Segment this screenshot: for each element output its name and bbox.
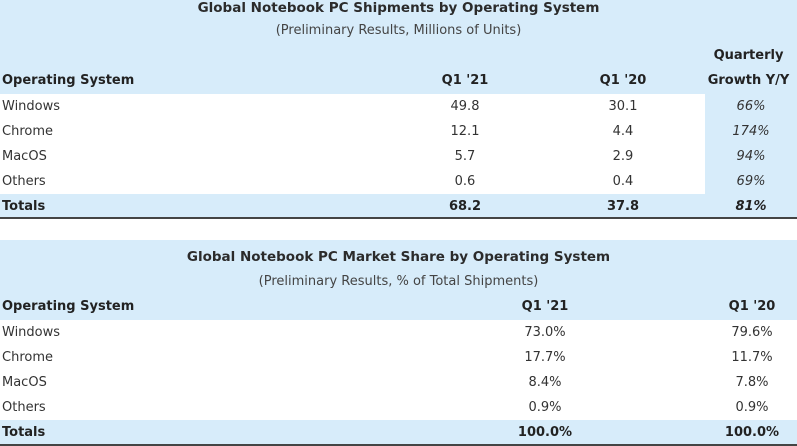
os-column-header: Operating System bbox=[2, 73, 135, 88]
q1-21-value: 17.7% bbox=[524, 350, 566, 365]
bottom-rule bbox=[0, 217, 797, 219]
os-name: MacOS bbox=[2, 375, 47, 390]
os-name: Chrome bbox=[2, 124, 53, 139]
q1-21-column-header: Q1 '21 bbox=[441, 73, 489, 88]
market-share-table: Global Notebook PC Market Share by Opera… bbox=[0, 240, 797, 446]
os-name: Others bbox=[2, 174, 46, 189]
q1-20-value: 0.9% bbox=[735, 400, 769, 415]
q1-21-column-header: Q1 '21 bbox=[521, 299, 569, 314]
table-row: Windows 49.8 30.1 66% bbox=[0, 94, 797, 119]
q1-20-value: 7.8% bbox=[735, 375, 769, 390]
totals-label: Totals bbox=[2, 199, 46, 214]
q1-20-value: 11.7% bbox=[731, 350, 773, 365]
q1-20-column-header: Q1 '20 bbox=[728, 299, 776, 314]
os-name: Windows bbox=[2, 99, 61, 114]
totals-row: Totals 100.0% 100.0% bbox=[0, 420, 797, 445]
q1-21-value: 49.8 bbox=[450, 99, 480, 114]
q1-21-value: 8.4% bbox=[528, 375, 562, 390]
bottom-rule bbox=[0, 444, 797, 446]
growth-total: 81% bbox=[735, 199, 767, 214]
q1-20-total: 100.0% bbox=[724, 425, 780, 440]
os-name: Windows bbox=[2, 325, 61, 340]
totals-row: Totals 68.2 37.8 81% bbox=[0, 194, 797, 219]
growth-value: 69% bbox=[736, 174, 766, 189]
q1-21-value: 12.1 bbox=[450, 124, 480, 139]
market-share-table-subtitle: (Preliminary Results, % of Total Shipmen… bbox=[258, 274, 539, 289]
table-row: MacOS 8.4% 7.8% bbox=[0, 370, 797, 395]
table-row: MacOS 5.7 2.9 94% bbox=[0, 144, 797, 169]
q1-20-total: 37.8 bbox=[606, 199, 640, 214]
os-name: Chrome bbox=[2, 350, 53, 365]
growth-column-header-line2: Growth Y/Y bbox=[707, 73, 790, 88]
shipments-table-title: Global Notebook PC Shipments by Operatin… bbox=[197, 0, 600, 16]
q1-20-column-header: Q1 '20 bbox=[599, 73, 647, 88]
growth-value: 174% bbox=[732, 124, 770, 139]
q1-21-value: 5.7 bbox=[454, 149, 476, 164]
table-row: Chrome 12.1 4.4 174% bbox=[0, 119, 797, 144]
os-name: Others bbox=[2, 400, 46, 415]
q1-21-value: 0.6 bbox=[454, 174, 476, 189]
q1-20-value: 79.6% bbox=[731, 325, 773, 340]
q1-20-value: 4.4 bbox=[612, 124, 634, 139]
table-row: Windows 73.0% 79.6% bbox=[0, 320, 797, 345]
table-row: Others 0.6 0.4 69% bbox=[0, 169, 797, 194]
q1-20-value: 0.4 bbox=[612, 174, 634, 189]
growth-value: 94% bbox=[736, 149, 766, 164]
os-name: MacOS bbox=[2, 149, 47, 164]
growth-value: 66% bbox=[736, 99, 766, 114]
totals-label: Totals bbox=[2, 425, 46, 440]
q1-21-value: 73.0% bbox=[524, 325, 566, 340]
os-column-header: Operating System bbox=[2, 299, 135, 314]
growth-column-header-line1: Quarterly bbox=[713, 48, 784, 63]
market-share-table-title: Global Notebook PC Market Share by Opera… bbox=[186, 249, 611, 265]
q1-20-value: 2.9 bbox=[612, 149, 634, 164]
shipments-table-subtitle: (Preliminary Results, Millions of Units) bbox=[275, 23, 522, 38]
q1-21-value: 0.9% bbox=[528, 400, 562, 415]
shipments-table: Global Notebook PC Shipments by Operatin… bbox=[0, 0, 797, 219]
q1-20-value: 30.1 bbox=[608, 99, 638, 114]
table-row: Chrome 17.7% 11.7% bbox=[0, 345, 797, 370]
q1-21-total: 68.2 bbox=[448, 199, 482, 214]
table-row: Others 0.9% 0.9% bbox=[0, 395, 797, 420]
q1-21-total: 100.0% bbox=[517, 425, 573, 440]
